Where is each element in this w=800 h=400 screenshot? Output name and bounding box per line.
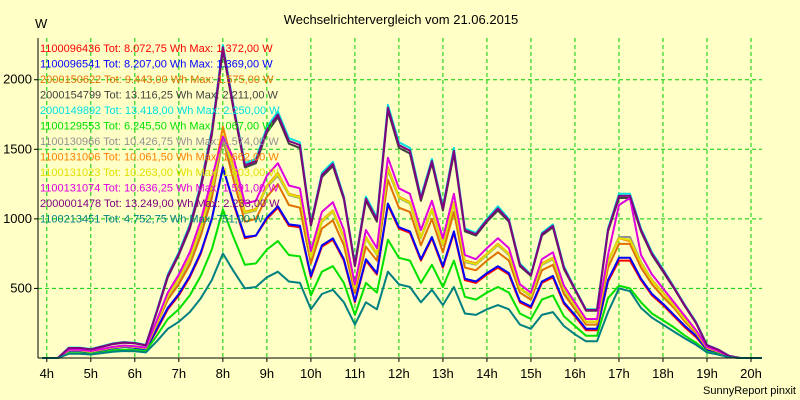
y-tick-label: 1500	[3, 141, 32, 156]
x-tick-label: 16h	[564, 366, 586, 381]
x-tick-label: 19h	[696, 366, 718, 381]
legend-entry-5: 2000149892 Tot: 13.418,00 Wh Max: 2.250,…	[40, 105, 280, 117]
y-tick-label: 1000	[3, 211, 32, 226]
axes: 4h 5h 6h 7h 8h 9h 10h 11h 12h 13h 14h 15h 16h 17h 18h 1…	[3, 38, 762, 381]
y-axis-label: W	[35, 16, 48, 31]
x-tick-label: 13h	[432, 366, 454, 381]
x-tick-label: 17h	[608, 366, 630, 381]
x-tick-label: 8h	[216, 366, 230, 381]
y-tick-label: 2000	[3, 72, 32, 87]
chart-title: Wechselrichtervergleich vom 21.06.2015	[284, 12, 519, 27]
legend-entry-12: 1100213451 Tot: 4.752,75 Wh Max: 751,00 …	[40, 214, 264, 226]
legend-entry-7: 1100130966 Tot: 10.426,75 Wh Max: 1.574,…	[40, 136, 279, 148]
series-line-11	[42, 46, 762, 359]
legend-entry-2: 1100096541 Tot: 8.207,00 Wh Max: 1.369,0…	[40, 59, 273, 71]
x-tick-label: 18h	[652, 366, 674, 381]
x-tick-label: 6h	[128, 366, 142, 381]
legend-entry-6: 1100129553 Tot: 6.245,50 Wh Max: 1.067,0…	[40, 121, 273, 133]
legend: 1100096436 Tot: 8.072,75 Wh Max: 1.372,0…	[40, 43, 280, 226]
x-tick-label: 15h	[520, 366, 542, 381]
x-tick-label: 7h	[172, 366, 186, 381]
legend-entry-3: 2000150622 Tot: 9.443,00 Wh Max: 1.575,0…	[40, 74, 274, 86]
legend-entry-8: 1100131006 Tot: 10.061,50 Wh Max: 1.662,…	[40, 152, 279, 164]
series-line-9	[42, 134, 762, 359]
series-lines	[42, 44, 762, 359]
series-line-12	[42, 252, 762, 359]
x-tick-label: 10h	[300, 366, 322, 381]
legend-entry-1: 1100096436 Tot: 8.072,75 Wh Max: 1.372,0…	[40, 43, 273, 55]
x-tick-label: 11h	[345, 366, 366, 381]
x-tick-label: 20h	[740, 366, 762, 381]
x-tick-label: 5h	[84, 366, 98, 381]
y-tick-label: 500	[10, 280, 32, 295]
legend-entry-10: 1100131074 Tot: 10.636,25 Wh Max: 1.591,…	[40, 183, 279, 195]
legend-entry-9: 1100131023 Tot: 10.263,00 Wh Max: 1.603,…	[40, 167, 279, 179]
x-tick-label: 9h	[260, 366, 274, 381]
x-tick-label: 4h	[40, 366, 54, 381]
series-line-2	[42, 166, 762, 359]
x-tick-label: 14h	[476, 366, 498, 381]
x-tick-label: 12h	[388, 366, 410, 381]
series-line-6	[42, 208, 762, 359]
legend-entry-11: 2000001478 Tot: 13.249,00 Wh Max: 2.233,…	[40, 198, 280, 210]
legend-entry-4: 2000154799 Tot: 13.116,25 Wh Max: 2.211,…	[40, 90, 279, 102]
footer-credit: SunnyReport pinxit	[703, 385, 796, 397]
series-line-10	[42, 135, 762, 359]
